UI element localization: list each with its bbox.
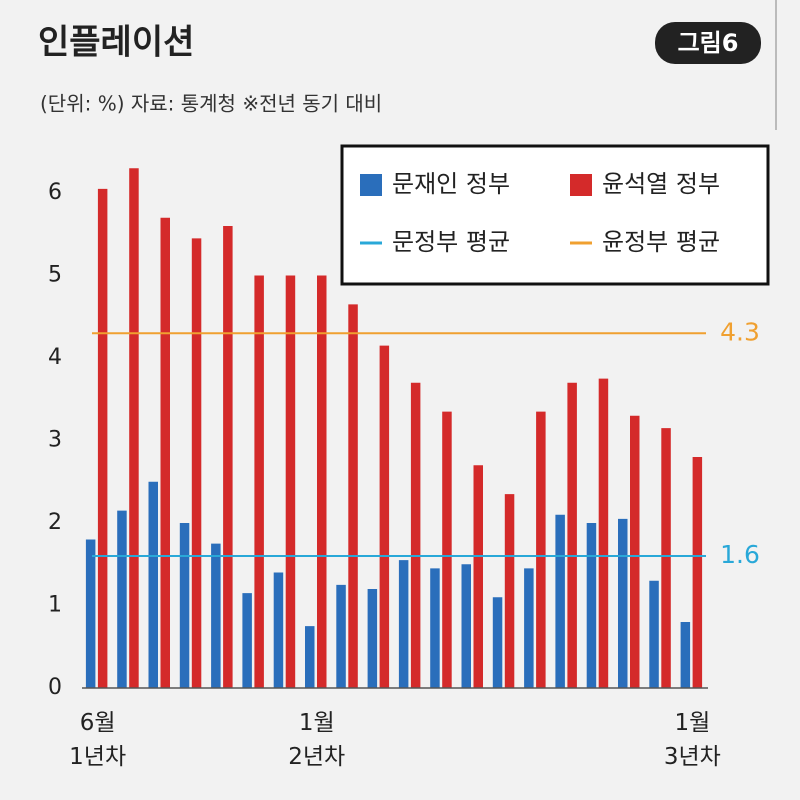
- reference-label: 4.3: [720, 317, 760, 346]
- x-tick-label: 6월 1년차: [69, 710, 127, 770]
- bar: [618, 518, 628, 688]
- bar: [680, 622, 691, 688]
- bar: [117, 510, 127, 688]
- bar: [254, 275, 264, 688]
- bar: [191, 238, 202, 688]
- bar: [598, 378, 609, 688]
- bar: [160, 217, 170, 688]
- bar: [461, 564, 471, 688]
- bar: [492, 597, 503, 688]
- bar: [211, 543, 221, 688]
- reference-label: 1.6: [720, 540, 760, 569]
- bar: [555, 514, 565, 688]
- y-tick-label: 4: [48, 345, 62, 370]
- legend-label: 문재인 정부: [392, 170, 510, 198]
- x-tick-label: 1월 3년차: [663, 710, 721, 770]
- bar: [97, 188, 108, 688]
- bar: [336, 584, 346, 688]
- x-tick-label: 1월 2년차: [288, 710, 346, 770]
- y-tick-label: 2: [48, 510, 62, 535]
- bar: [398, 560, 409, 688]
- legend-label: 윤석열 정부: [602, 170, 720, 198]
- legend-label: 문정부 평균: [392, 228, 510, 256]
- bar: [317, 275, 327, 688]
- bar: [524, 568, 534, 688]
- y-tick-label: 5: [48, 263, 62, 288]
- legend-label: 윤정부 평균: [602, 228, 720, 256]
- bar: [305, 626, 315, 688]
- bar: [273, 572, 284, 688]
- bar: [430, 568, 440, 688]
- bar: [504, 494, 515, 688]
- y-tick-label: 3: [48, 428, 62, 453]
- bar: [442, 411, 452, 688]
- legend-swatch: [570, 174, 592, 196]
- y-tick-label: 0: [48, 675, 62, 700]
- bar: [348, 304, 358, 688]
- legend-swatch: [360, 174, 382, 196]
- legend-box: [340, 144, 770, 286]
- bar: [285, 275, 296, 688]
- bar: [367, 589, 378, 688]
- bar: [129, 168, 139, 688]
- bar: [179, 523, 190, 688]
- subtitle: (단위: %) 자료: 통계청 ※전년 동기 대비: [40, 92, 382, 116]
- bar: [586, 523, 597, 688]
- bar: [692, 457, 703, 688]
- bar: [661, 428, 671, 688]
- bar: [148, 481, 158, 688]
- bar: [85, 539, 96, 688]
- badge: 그림6: [678, 29, 739, 57]
- bar: [473, 465, 483, 688]
- bar: [242, 593, 252, 688]
- bar: [223, 226, 233, 688]
- bar: [630, 415, 640, 688]
- bar: [649, 580, 659, 688]
- y-tick-label: 1: [48, 593, 62, 618]
- bar: [536, 411, 546, 688]
- bar: [379, 345, 390, 688]
- bar: [567, 382, 577, 688]
- y-tick-label: 6: [48, 180, 62, 205]
- badge-bg: [655, 22, 761, 64]
- chart-title: 인플레이션: [38, 23, 194, 63]
- bar: [410, 382, 421, 688]
